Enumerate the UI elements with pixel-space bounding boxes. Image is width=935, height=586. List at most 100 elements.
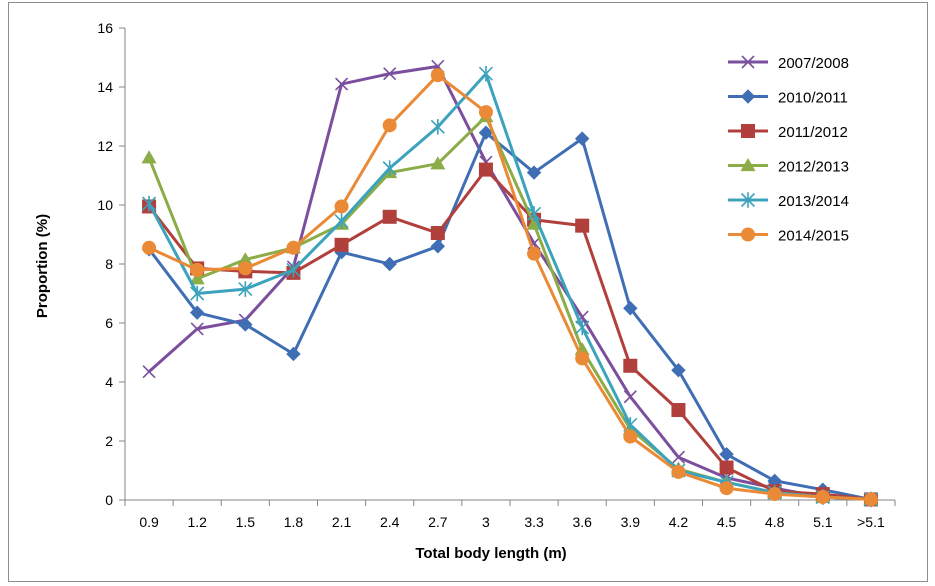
x-tick-label: 3.3 xyxy=(524,514,544,530)
data-point xyxy=(430,68,445,83)
data-point xyxy=(334,77,349,91)
data-point xyxy=(383,67,397,81)
x-tick-label: 4.8 xyxy=(765,514,785,530)
data-point xyxy=(430,156,446,170)
axes: 0 2 4 6 8 10 12 14 16 0.9 1.2 1.5 1.8 2.1 2.4 2.7 3 3.3 3.… xyxy=(97,20,896,530)
data-point xyxy=(741,55,755,69)
data-point xyxy=(671,464,686,479)
legend-label: 2014/2015 xyxy=(778,228,849,245)
data-point xyxy=(740,158,756,172)
data-point xyxy=(719,481,734,496)
data-point xyxy=(740,89,756,104)
legend-label: 2011/2012 xyxy=(778,124,848,141)
data-point xyxy=(574,131,590,146)
data-point xyxy=(334,237,349,252)
data-point xyxy=(382,209,397,224)
data-point xyxy=(575,218,590,233)
y-tick-label: 6 xyxy=(105,315,113,331)
data-point xyxy=(190,322,204,336)
data-point xyxy=(478,125,494,140)
series-2014-2015 xyxy=(142,68,878,507)
legend-label: 2010/2011 xyxy=(778,90,848,107)
data-point xyxy=(671,450,686,464)
data-point xyxy=(863,492,878,507)
data-point xyxy=(671,403,686,418)
data-point xyxy=(430,226,445,241)
data-point xyxy=(527,246,542,261)
x-tick-label: >5.1 xyxy=(857,514,885,530)
series-2012-2013 xyxy=(141,109,879,506)
x-tick-label: 2.1 xyxy=(332,514,352,530)
data-point xyxy=(478,162,493,177)
data-point xyxy=(526,165,542,180)
data-point xyxy=(238,317,253,332)
series-line xyxy=(147,72,872,501)
data-point xyxy=(741,124,755,138)
series-line xyxy=(148,73,872,501)
x-axis-title: Total body length (m) xyxy=(415,545,566,562)
y-tick-label: 8 xyxy=(105,256,113,272)
legend-item: 2007/2008 xyxy=(728,55,849,72)
x-tick-label: 4.5 xyxy=(717,514,737,530)
data-point xyxy=(741,227,755,242)
data-point xyxy=(286,240,301,255)
y-axis-title: Proportion (%) xyxy=(34,214,51,318)
legend-label: 2012/2013 xyxy=(778,159,849,176)
y-tick-label: 12 xyxy=(97,138,113,154)
data-point xyxy=(623,301,638,316)
data-point xyxy=(671,362,686,378)
x-tick-label: 3.6 xyxy=(572,514,592,530)
data-point xyxy=(142,240,157,255)
legend-label: 2007/2008 xyxy=(778,55,849,72)
data-point xyxy=(815,490,830,505)
data-point xyxy=(767,487,782,502)
legend: 2007/2008 2010/2011 2011/2012 2012/2013 2013… xyxy=(728,55,849,245)
data-point xyxy=(237,252,253,266)
data-point xyxy=(719,460,734,475)
x-tick-label: 0.9 xyxy=(139,514,159,530)
legend-item: 2010/2011 xyxy=(728,89,848,107)
x-tick-label: 2.7 xyxy=(428,514,448,530)
x-tick-label: 4.2 xyxy=(669,514,689,530)
y-tick-label: 0 xyxy=(105,492,113,508)
y-tick-label: 2 xyxy=(105,433,113,449)
y-tick-label: 16 xyxy=(97,20,113,36)
series-line xyxy=(147,168,872,501)
data-point xyxy=(719,447,734,462)
data-point xyxy=(189,305,205,320)
series-line xyxy=(147,131,872,501)
data-point xyxy=(575,351,590,366)
y-tick-label: 14 xyxy=(97,79,113,95)
legend-item: 2012/2013 xyxy=(728,158,849,176)
series-2011-2012 xyxy=(142,162,878,507)
data-point xyxy=(286,346,301,362)
data-point xyxy=(623,358,638,373)
data-point xyxy=(430,239,446,254)
legend-label: 2013/2014 xyxy=(778,193,849,210)
x-tick-label: 3 xyxy=(482,514,490,530)
data-point xyxy=(527,236,541,250)
data-point xyxy=(334,199,349,214)
data-point xyxy=(382,118,397,133)
legend-item: 2013/2014 xyxy=(728,192,849,210)
data-point xyxy=(623,429,638,444)
data-point xyxy=(238,261,253,276)
series-line xyxy=(148,64,872,501)
x-tick-label: 2.4 xyxy=(380,514,400,530)
data-point xyxy=(189,271,205,285)
x-tick-label: 1.5 xyxy=(236,514,256,530)
series-2007-2008 xyxy=(142,59,878,506)
y-tick-label: 10 xyxy=(97,197,113,213)
data-point xyxy=(141,150,157,164)
legend-item: 2014/2015 xyxy=(728,227,849,245)
y-tick-label: 4 xyxy=(105,374,113,390)
data-point xyxy=(190,262,205,277)
x-tick-label: 3.9 xyxy=(621,514,641,530)
data-point xyxy=(478,105,493,120)
data-point xyxy=(142,365,156,379)
data-point xyxy=(623,390,637,404)
legend-item: 2011/2012 xyxy=(728,124,848,141)
data-point xyxy=(382,256,397,272)
series-layer xyxy=(141,59,879,508)
